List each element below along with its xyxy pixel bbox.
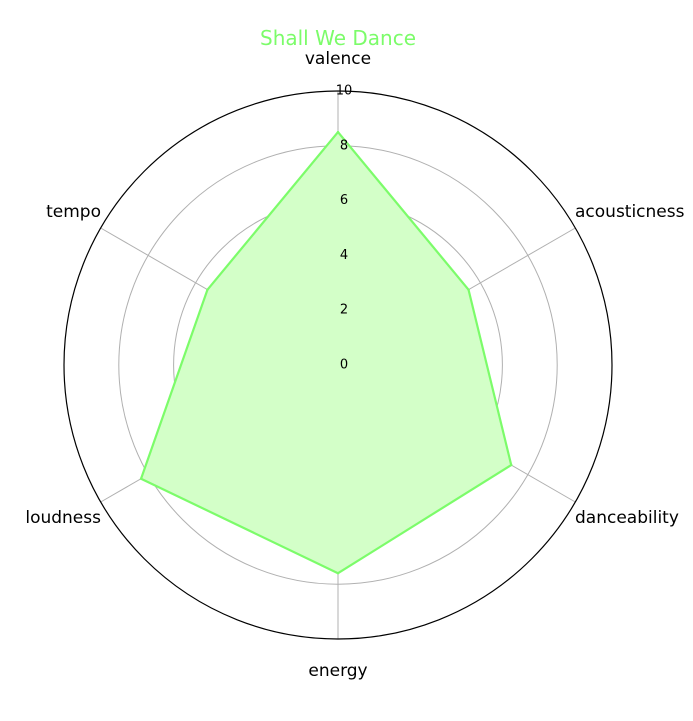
data-point-tempo — [206, 288, 209, 291]
r-tick-label-10: 10 — [336, 84, 353, 99]
chart-title: Shall We Dance — [260, 26, 416, 50]
polar-frame — [63, 90, 613, 640]
data-point-danceability — [510, 463, 513, 467]
axis-labels: valence acousticness danceability energy lou… — [25, 49, 684, 681]
r-tick-label-0: 0 — [340, 358, 348, 373]
r-tick-label-8: 8 — [340, 138, 348, 153]
data-point-loudness — [139, 477, 143, 480]
data-point-acousticness — [467, 288, 470, 291]
r-tick-label-4: 4 — [340, 248, 348, 263]
axis-label-valence: valence — [305, 49, 371, 69]
tick-labels: 0 2 4 6 8 10 — [336, 84, 353, 373]
axis-label-acousticness: acousticness — [575, 202, 685, 222]
axis-label-energy: energy — [308, 661, 367, 681]
axis-label-loudness: loudness — [25, 508, 101, 528]
axis-label-danceability: danceability — [575, 508, 679, 528]
r-tick-label-6: 6 — [340, 193, 348, 208]
data-point-valence — [336, 130, 340, 134]
series-layer — [139, 130, 513, 575]
data-point-energy — [336, 572, 340, 575]
axis-label-tempo: tempo — [46, 202, 101, 222]
r-tick-label-2: 2 — [340, 303, 348, 318]
series-area-0 — [139, 131, 513, 575]
